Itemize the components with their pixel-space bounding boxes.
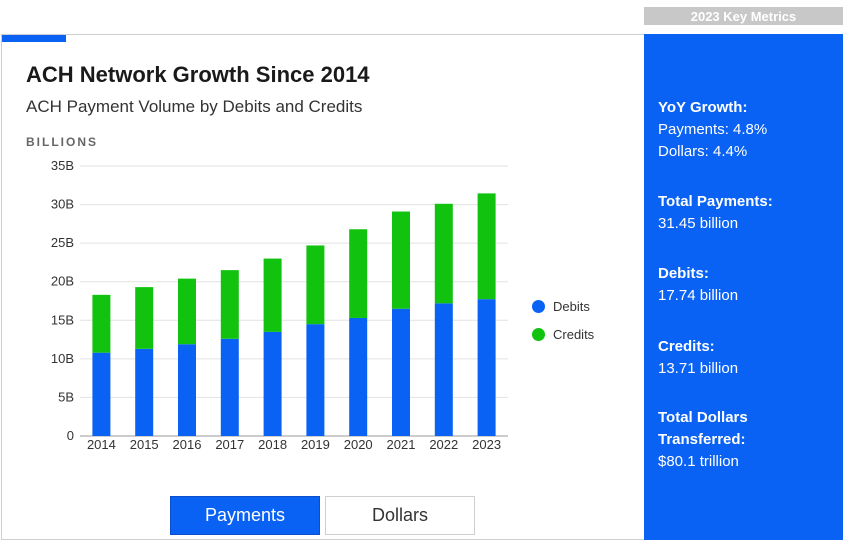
bar-debits-2021 xyxy=(392,308,410,436)
bar-credits-2018 xyxy=(263,258,282,332)
bar-debits-2019 xyxy=(306,324,325,436)
y-tick-label-5: 5B xyxy=(58,389,74,404)
metric-yoy-growth: YoY Growth: Payments: 4.8% Dollars: 4.4% xyxy=(658,97,767,163)
credits-title: Credits: xyxy=(658,338,715,355)
y-tick-label-25: 25B xyxy=(51,235,74,250)
chart-title: ACH Network Growth Since 2014 xyxy=(26,62,370,87)
credits-value: 13.71 billion xyxy=(658,360,739,377)
legend-item-debits: Debits xyxy=(532,292,594,320)
yoy-payments-value: Payments: 4.8% xyxy=(658,121,768,138)
bar-debits-2023 xyxy=(477,299,496,436)
bar-debits-2018 xyxy=(263,331,282,436)
bar-credits-2017 xyxy=(220,270,239,339)
x-tick-label-2014: 2014 xyxy=(87,437,116,452)
bar-credits-2016 xyxy=(178,278,196,345)
x-tick-label-2020: 2020 xyxy=(344,437,373,452)
y-tick-label-0: 0 xyxy=(67,428,74,443)
legend-label-credits: Credits xyxy=(553,326,595,342)
x-tick-label-2018: 2018 xyxy=(258,437,287,452)
key-metrics-tab: 2023 Key Metrics xyxy=(644,7,843,25)
bar-debits-2020 xyxy=(349,317,368,436)
bar-debits-2014 xyxy=(92,352,111,436)
bar-credits-2021 xyxy=(392,211,410,309)
debits-title: Debits: xyxy=(658,265,709,282)
total-payments-title: Total Payments: xyxy=(658,193,773,210)
y-tick-label-10: 10B xyxy=(51,351,74,366)
bar-credits-2019 xyxy=(306,245,325,325)
credits-swatch xyxy=(532,327,545,341)
chart-subtitle: ACH Payment Volume by Debits and Credits xyxy=(26,97,363,116)
total-payments-value: 31.45 billion xyxy=(658,215,739,232)
bar-credits-2022 xyxy=(434,203,453,304)
metric-total-payments: Total Payments: 31.45 billion xyxy=(658,191,773,235)
metric-total-dollars: Total Dollars Transferred: $80.1 trillio… xyxy=(658,407,748,473)
payments-toggle-button[interactable]: Payments xyxy=(170,496,320,535)
y-tick-label-20: 20B xyxy=(51,274,74,289)
metric-debits: Debits: 17.74 billion xyxy=(658,263,738,307)
metric-credits: Credits: 13.71 billion xyxy=(658,336,738,380)
debits-value: 17.74 billion xyxy=(658,287,739,304)
key-metrics-panel: YoY Growth: Payments: 4.8% Dollars: 4.4%… xyxy=(644,34,843,540)
debits-swatch xyxy=(532,299,545,313)
legend-item-credits: Credits xyxy=(532,320,594,348)
bar-credits-2015 xyxy=(135,287,154,349)
y-unit-label: BILLIONS xyxy=(26,135,98,149)
y-tick-label-35: 35B xyxy=(51,158,74,173)
accent-bar xyxy=(2,35,66,42)
bar-credits-2023 xyxy=(477,193,496,300)
total-dollars-value: $80.1 trillion xyxy=(658,453,739,470)
stacked-bar-chart: 0 5B 10B 15B 20B 25B 30B 35B 2014 2015 2016 2017 201… xyxy=(51,158,508,452)
x-tick-label-2017: 2017 xyxy=(215,437,244,452)
bar-debits-2015 xyxy=(135,348,154,436)
y-tick-label-15: 15B xyxy=(51,312,74,327)
yoy-growth-title: YoY Growth: xyxy=(658,99,748,116)
dollars-toggle-button[interactable]: Dollars xyxy=(325,496,475,535)
x-tick-label-2023: 2023 xyxy=(472,437,501,452)
total-dollars-title-line2: Transferred: xyxy=(658,431,746,448)
y-tick-label-30: 30B xyxy=(51,197,74,212)
bar-debits-2022 xyxy=(434,303,453,436)
x-tick-label-2022: 2022 xyxy=(429,437,458,452)
x-tick-label-2015: 2015 xyxy=(130,437,159,452)
yoy-dollars-value: Dollars: 4.4% xyxy=(658,143,748,160)
bar-debits-2017 xyxy=(220,338,239,436)
chart-legend: Debits Credits xyxy=(532,292,594,348)
bar-credits-2020 xyxy=(349,229,368,318)
x-tick-label-2016: 2016 xyxy=(173,437,202,452)
legend-label-debits: Debits xyxy=(553,298,590,314)
x-tick-label-2019: 2019 xyxy=(301,437,330,452)
bar-credits-2014 xyxy=(92,294,111,353)
x-tick-label-2021: 2021 xyxy=(387,437,416,452)
total-dollars-title-line1: Total Dollars xyxy=(658,409,748,426)
bar-debits-2016 xyxy=(178,344,196,436)
